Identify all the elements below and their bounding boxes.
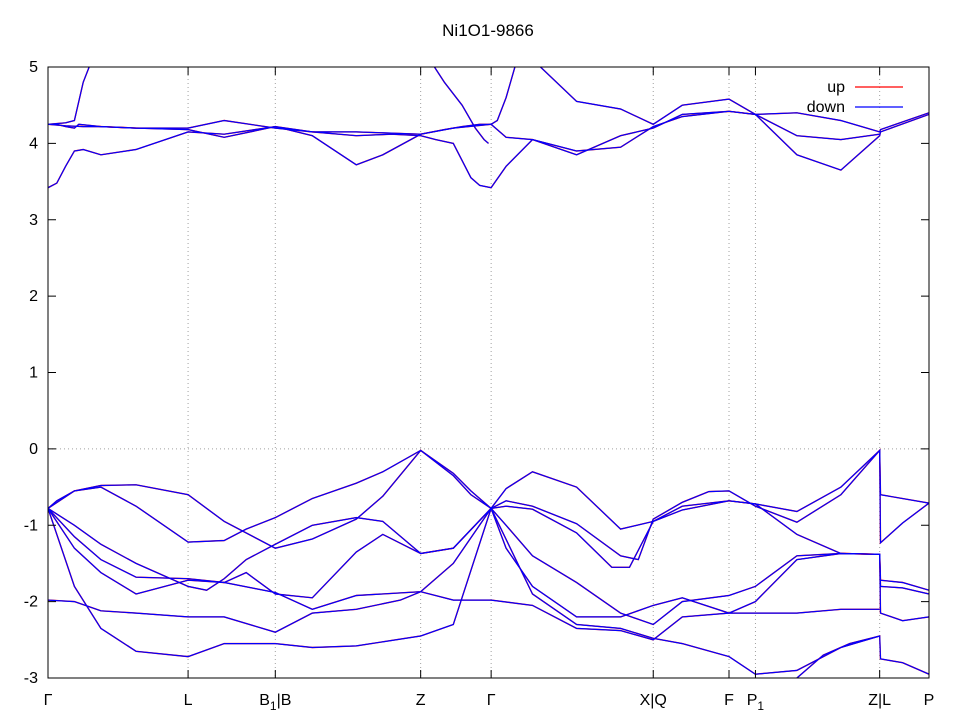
y-tick-label: 0: [29, 441, 38, 458]
x-tick-label: X|Q: [640, 692, 667, 709]
band-down-line: [48, 449, 929, 549]
y-axis-ticks: -3 -2 -1 0 1 2 3 4 5: [24, 59, 929, 687]
band-down-line: [48, 67, 929, 135]
x-tick-label: P: [924, 692, 935, 709]
y-tick-label: -1: [24, 517, 38, 534]
band-down-line: [433, 67, 489, 144]
legend: up down: [807, 79, 903, 116]
legend-down-label: down: [807, 99, 845, 116]
band-up-line: [796, 635, 929, 678]
x-tick-label: Z|L: [868, 692, 891, 709]
band-lines: [48, 67, 929, 678]
band-down-line: [48, 448, 929, 561]
y-tick-label: 5: [29, 59, 38, 76]
band-down-line: [48, 110, 880, 189]
band-down-line: [48, 67, 90, 125]
legend-up-label: up: [827, 79, 845, 96]
x-tick-label: Γ: [44, 692, 53, 709]
y-tick-label: 1: [29, 365, 38, 382]
x-tick-label: Γ: [487, 692, 496, 709]
grid-layer: [187, 67, 881, 678]
x-tick-label: P1: [747, 692, 765, 713]
band-down-line: [48, 500, 929, 591]
band-down-line: [796, 635, 929, 678]
x-tick-label: L: [184, 692, 193, 709]
band-up-line: [48, 506, 929, 622]
y-tick-label: 2: [29, 288, 38, 305]
band-up-line: [48, 67, 929, 135]
band-down-line: [48, 591, 880, 641]
chart-title: Ni1O1-9866: [442, 21, 534, 40]
x-tick-label: Z: [416, 692, 426, 709]
plot-frame: [47, 66, 930, 679]
band-up-line: [48, 507, 929, 626]
x-tick-label: B1|B: [259, 692, 291, 713]
band-down-line: [48, 507, 929, 622]
x-axis-ticks: Γ L B1|B Z Γ X|Q F P1 Z|L P: [44, 67, 935, 713]
band-up-line: [48, 110, 880, 189]
band-down-line: [48, 507, 929, 626]
band-up-line: [48, 67, 90, 125]
y-tick-label: 3: [29, 212, 38, 229]
y-tick-label: 4: [29, 135, 38, 152]
band-up-line: [48, 448, 929, 561]
y-tick-label: -3: [24, 670, 38, 687]
band-down-line: [48, 506, 880, 675]
band-down-line: [48, 110, 929, 171]
y-tick-label: -2: [24, 594, 38, 611]
band-up-line: [48, 110, 929, 171]
x-tick-label: F: [724, 692, 734, 709]
